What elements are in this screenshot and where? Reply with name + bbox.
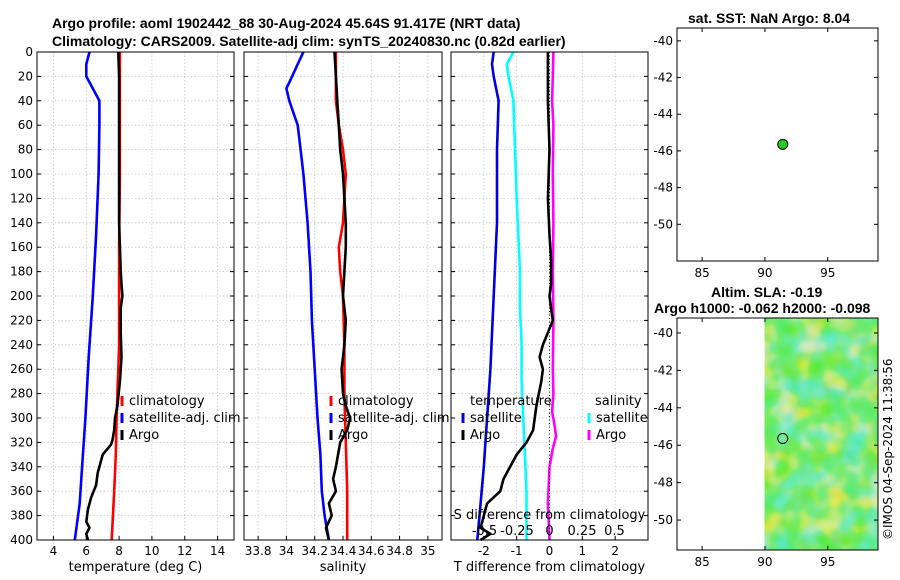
sst_map-xtick-label: 85: [694, 266, 709, 280]
differences-series-s-argo: [546, 51, 558, 541]
salinity-xtick-label: 35: [420, 544, 435, 558]
depth-tick-label: 340: [10, 460, 33, 474]
sla_map-ytick-label: -42: [653, 363, 673, 377]
differences-legend-heading-salinity: salinity: [595, 394, 642, 409]
salinity-xtick-label: 34: [279, 544, 294, 558]
differences-xlabel-top: S difference from climatology: [454, 508, 646, 523]
differences-legend-heading-temperature: temperature: [470, 394, 552, 409]
differences-series-t-satellite: [476, 51, 500, 541]
credit-text: ©IMOS 04-Sep-2024 11:38:56: [881, 358, 895, 540]
depth-tick-label: 260: [10, 362, 33, 376]
sla_map-ytick-label: -50: [653, 513, 673, 527]
differences-xtick-label: -2: [478, 544, 490, 558]
temperature-xtick-label: 6: [82, 544, 90, 558]
temperature-series-argo: [85, 51, 124, 541]
sst_map-ytick-label: -50: [653, 217, 673, 231]
temperature-xlabel: temperature (deg C): [69, 560, 203, 575]
sla_map-xtick-label: 85: [694, 555, 709, 569]
temperature-xtick-label: 8: [115, 544, 123, 558]
sst_map-axes-frame: [676, 27, 879, 262]
differences-xtick-label: 1: [579, 544, 587, 558]
sla_map-axes-frame: [676, 317, 879, 551]
temperature-series-satellite-adj-clim: [73, 51, 101, 541]
sst_map-xtick-label: 95: [820, 266, 835, 280]
sst_map-ytick-label: -44: [653, 107, 673, 121]
salinity-series-argo: [324, 51, 352, 541]
depth-tick-label: 20: [18, 69, 33, 83]
temperature-xtick-label: 14: [210, 544, 225, 558]
sst_map-argo-position-marker: [777, 138, 789, 150]
salinity-legend-label: climatology: [338, 394, 414, 409]
sla_map-ytick-label: -44: [653, 401, 673, 415]
differences-s-tick-label: 0.5: [604, 524, 625, 539]
differences-xtick-label: -1: [511, 544, 523, 558]
differences-temperature-legend-label: Argo: [470, 428, 500, 443]
depth-tick-label: 240: [10, 338, 33, 352]
salinity-legend-label: Argo: [338, 428, 368, 443]
sst_map-ytick-label: -46: [653, 144, 673, 158]
differences-s-tick-label: 0: [545, 524, 553, 539]
depth-tick-label: 120: [10, 191, 33, 205]
differences-salinity-legend-label: Argo: [596, 428, 626, 443]
differences-s-tick-label: -0.25: [500, 524, 534, 539]
sla_map-ytick-label: -48: [653, 476, 673, 490]
temperature-legend-label: climatology: [129, 394, 205, 409]
sst-map-title: sat. SST: NaN Argo: 8.04: [688, 10, 851, 26]
title-line-2: Climatology: CARS2009. Satellite-adj cli…: [52, 33, 566, 49]
depth-tick-label: 140: [10, 216, 33, 230]
depth-tick-label: 60: [18, 118, 33, 132]
title-line-1: Argo profile: aoml 1902442_88 30-Aug-202…: [52, 15, 521, 31]
depth-tick-label: 0: [25, 45, 33, 59]
depth-tick-label: 360: [10, 484, 33, 498]
differences-s-tick-label: 0.25: [568, 524, 597, 539]
depth-tick-label: 320: [10, 435, 33, 449]
salinity-legend-label: satellite-adj. clim: [338, 411, 450, 426]
temperature-legend-label: Argo: [129, 428, 159, 443]
sla_map-ytick-label: -40: [653, 326, 673, 340]
sst_map-ytick-label: -40: [653, 34, 673, 48]
salinity-axes-frame: [243, 51, 443, 541]
sla_map-xtick-label: 95: [820, 555, 835, 569]
depth-tick-label: 280: [10, 387, 33, 401]
temperature-xtick-label: 12: [177, 544, 192, 558]
differences-temperature-legend-label: satellite: [470, 411, 522, 426]
depth-tick-label: 200: [10, 289, 33, 303]
salinity-xlabel: salinity: [320, 560, 367, 575]
depth-tick-label: 100: [10, 167, 33, 181]
differences-s-tick-label: -0.5: [472, 524, 497, 539]
depth-tick-label: 380: [10, 509, 33, 523]
differences-salinity-legend-label: satellite: [596, 411, 648, 426]
depth-tick-label: 160: [10, 240, 33, 254]
differences-series-t-argo: [479, 52, 555, 542]
differences-xlabel: T difference from climatology: [453, 560, 646, 575]
depth-tick-label: 40: [18, 94, 33, 108]
temperature-xtick-label: 4: [50, 544, 58, 558]
salinity-xtick-label: 34.8: [386, 544, 413, 558]
sst_map-ytick-label: -48: [653, 181, 673, 195]
salinity-xtick-label: 33.8: [245, 544, 272, 558]
sst_map-xtick-label: 90: [757, 266, 772, 280]
sst_map-ytick-label: -42: [653, 71, 673, 85]
salinity-xtick-label: 34.4: [330, 544, 357, 558]
sla-map-title-2: Argo h1000: -0.062 h2000: -0.098: [654, 300, 871, 316]
differences-xtick-label: 2: [611, 544, 619, 558]
sla_map-ytick-label: -46: [653, 438, 673, 452]
sla_map-argo-position-marker: [777, 432, 789, 444]
differences-series-s-satellite: [505, 51, 528, 540]
sla-map-title-1: Altim. SLA: -0.19: [711, 284, 823, 300]
temperature-axes-frame: [36, 51, 235, 541]
depth-tick-label: 220: [10, 313, 33, 327]
salinity-xtick-label: 34.2: [301, 544, 328, 558]
differences-xtick-label: 0: [546, 544, 554, 558]
temperature-legend-label: satellite-adj. clim: [129, 411, 241, 426]
depth-tick-label: 80: [18, 143, 33, 157]
salinity-series-satellite-adj-clim: [285, 51, 331, 541]
salinity-xtick-label: 34.6: [358, 544, 385, 558]
temperature-xtick-label: 10: [144, 544, 159, 558]
depth-tick-label: 300: [10, 411, 33, 425]
depth-tick-label: 400: [10, 533, 33, 547]
depth-tick-label: 180: [10, 265, 33, 279]
sla_map-xtick-label: 90: [757, 555, 772, 569]
